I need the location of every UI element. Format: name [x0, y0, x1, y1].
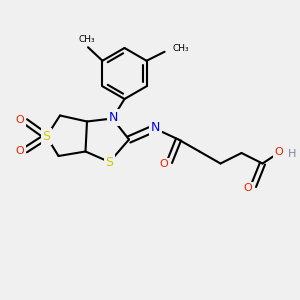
Text: N: N	[151, 121, 160, 134]
Text: S: S	[106, 155, 113, 169]
Text: CH₃: CH₃	[172, 44, 189, 53]
Text: CH₃: CH₃	[78, 35, 95, 44]
Text: N: N	[109, 111, 118, 124]
Text: S: S	[43, 130, 50, 143]
Text: O: O	[159, 159, 168, 170]
Text: O: O	[16, 146, 25, 157]
Text: O: O	[243, 183, 252, 194]
Text: O: O	[274, 147, 284, 157]
Text: H: H	[288, 149, 296, 159]
Text: O: O	[16, 115, 25, 125]
